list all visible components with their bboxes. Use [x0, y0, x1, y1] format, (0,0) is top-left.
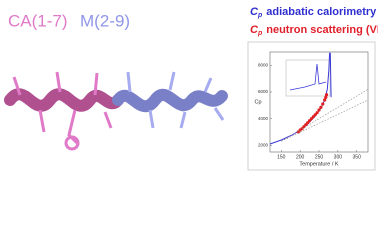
- y-axis-label: Cp: [254, 99, 261, 105]
- y-tick-label: 6000: [258, 89, 269, 94]
- data-point: [309, 117, 314, 121]
- x-tick-label: 300: [334, 154, 343, 160]
- x-tick-label: 250: [315, 154, 324, 160]
- legend-symbol: C: [250, 24, 259, 36]
- data-point: [323, 98, 327, 102]
- data-point: [315, 111, 319, 115]
- legend-sub: p: [257, 12, 263, 19]
- title-part-pink: CA(1-7): [8, 11, 68, 30]
- legend-symbol: C: [250, 6, 259, 18]
- y-tick-label: 4000: [258, 116, 269, 121]
- inset-curve: [289, 63, 327, 91]
- plot: 150 200 250 300 350 2000 4000 6000 8000 Temperatu…: [254, 51, 369, 167]
- reference-line: [281, 89, 369, 142]
- data-point: [307, 119, 312, 123]
- x-axis-label: Temperature / K: [299, 161, 338, 167]
- data-point: [311, 115, 315, 119]
- x-tick-label: 200: [296, 154, 305, 160]
- title-part-blue: M(2-9): [80, 11, 130, 30]
- legend-entry: Cp adiabatic calorimetry: [250, 6, 377, 19]
- data-point: [324, 93, 329, 97]
- y-tick-label: 2000: [258, 143, 269, 148]
- data-point: [317, 108, 321, 112]
- data-point: [306, 121, 310, 125]
- legend-text: adiabatic calorimetry: [266, 6, 377, 18]
- inset-frame: [285, 59, 331, 97]
- y-tick-label: 8000: [258, 63, 269, 68]
- data-point: [319, 105, 323, 109]
- data-point: [313, 113, 317, 117]
- data-point: [296, 130, 300, 134]
- data-point: [321, 102, 325, 106]
- x-tick-label: 150: [277, 154, 286, 160]
- graphical-abstract: CA(1-7) M(2-9) Cp adiabatic calorimetryCp…: [4, 6, 378, 171]
- legend-sub: p: [257, 30, 263, 37]
- reference-line: [281, 99, 369, 142]
- legend-text: neutron scattering (VDOS): [266, 24, 378, 36]
- x-tick-label: 350: [353, 154, 362, 160]
- data-point: [304, 123, 308, 127]
- molecule: [4, 71, 228, 151]
- data-point: [324, 95, 328, 99]
